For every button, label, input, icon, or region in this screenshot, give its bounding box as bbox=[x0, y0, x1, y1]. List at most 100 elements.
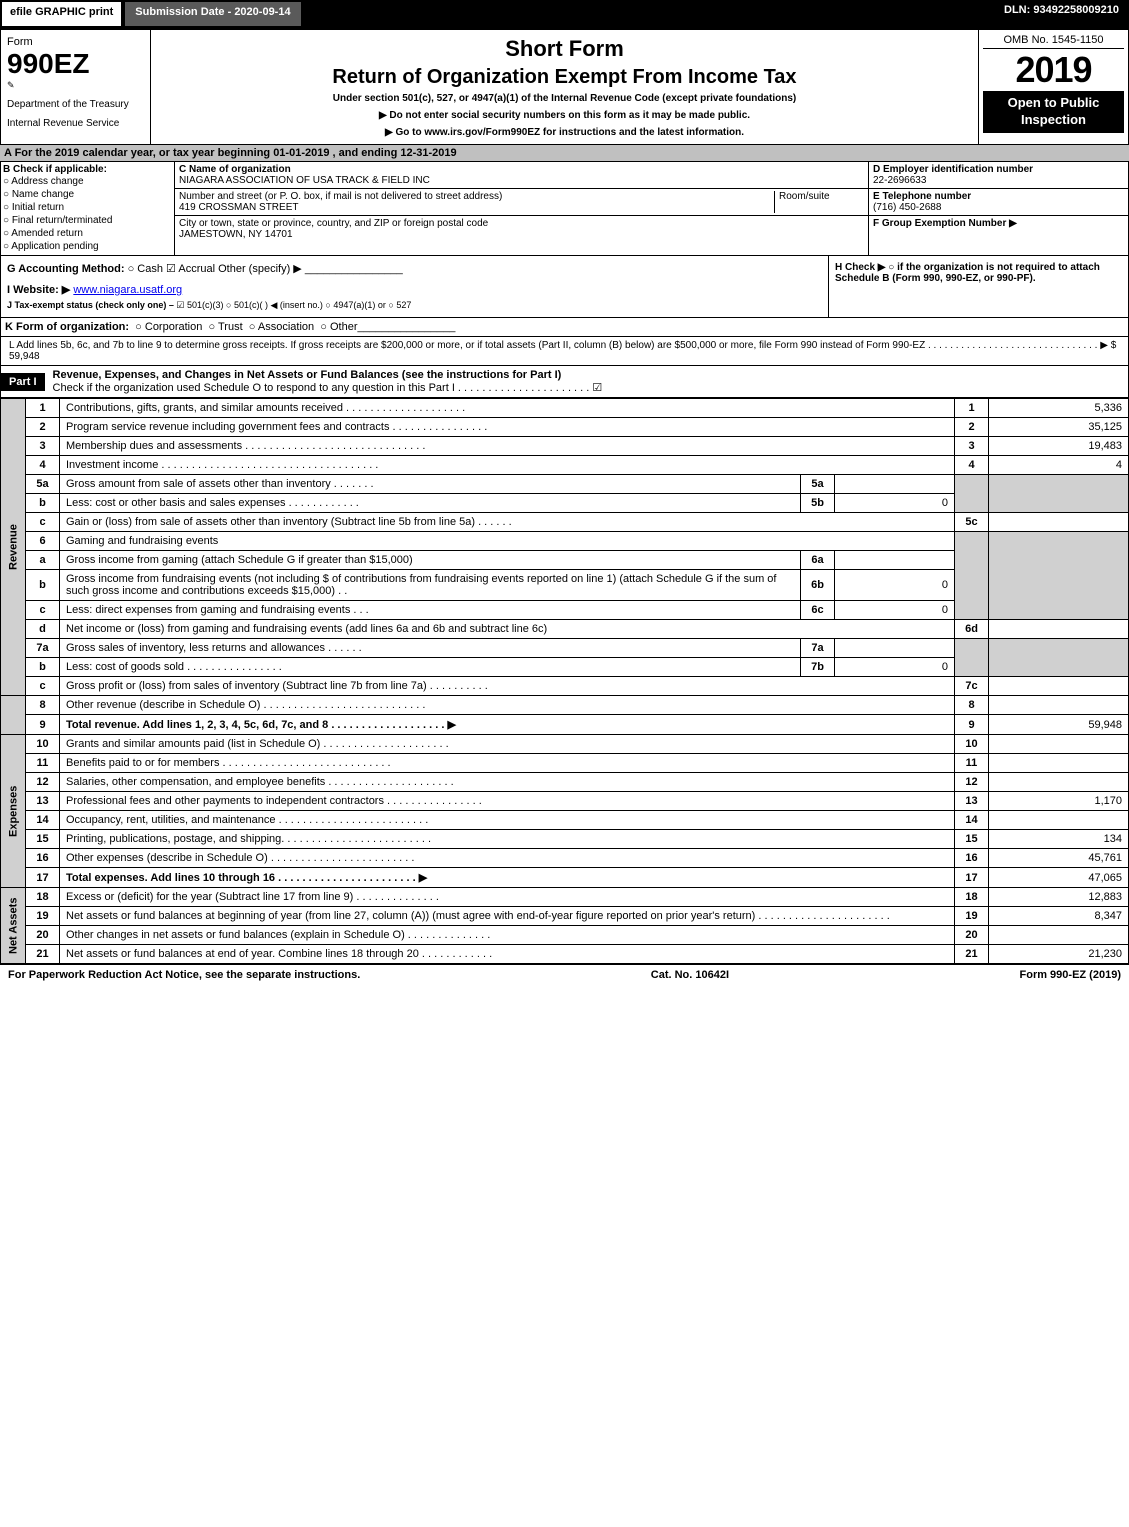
line-8-desc: Other revenue (describe in Schedule O) .… bbox=[60, 696, 955, 715]
line-6b-sub: 0 bbox=[835, 570, 955, 601]
line-5a-desc: Gross amount from sale of assets other t… bbox=[60, 475, 801, 494]
line-19-desc: Net assets or fund balances at beginning… bbox=[60, 907, 955, 926]
chk-corporation[interactable]: Corporation bbox=[135, 321, 202, 333]
chk-other[interactable]: Other bbox=[320, 321, 357, 333]
section-k: K Form of organization: Corporation Trus… bbox=[0, 318, 1129, 337]
chk-initial-return[interactable]: Initial return bbox=[3, 201, 172, 214]
ein: 22-2696633 bbox=[873, 175, 926, 186]
k-label: K Form of organization: bbox=[5, 321, 129, 333]
omb-number: OMB No. 1545-1150 bbox=[983, 34, 1124, 49]
line-15-amount: 134 bbox=[989, 830, 1129, 849]
line-1-num: 1 bbox=[26, 399, 60, 418]
line-7c-desc: Gross profit or (loss) from sales of inv… bbox=[60, 677, 955, 696]
line-18-desc: Excess or (deficit) for the year (Subtra… bbox=[60, 888, 955, 907]
footer-left: For Paperwork Reduction Act Notice, see … bbox=[8, 969, 360, 981]
line-1-amount: 5,336 bbox=[989, 399, 1129, 418]
j-label: J Tax-exempt status (check only one) – bbox=[7, 300, 174, 310]
b-label: B Check if applicable: bbox=[3, 164, 172, 175]
line-7a-desc: Gross sales of inventory, less returns a… bbox=[60, 639, 801, 658]
line-13-desc: Professional fees and other payments to … bbox=[60, 792, 955, 811]
g-label: G Accounting Method: bbox=[7, 263, 125, 275]
website-link[interactable]: www.niagara.usatf.org bbox=[73, 284, 182, 296]
line-8-amount bbox=[989, 696, 1129, 715]
footer-center: Cat. No. 10642I bbox=[651, 969, 729, 981]
line-15-desc: Printing, publications, postage, and shi… bbox=[60, 830, 955, 849]
short-form-title: Short Form bbox=[157, 36, 972, 62]
line-7a-sub bbox=[835, 639, 955, 658]
chk-accrual[interactable]: Accrual bbox=[166, 263, 215, 275]
form-header: Form 990EZ ✎ Department of the Treasury … bbox=[0, 28, 1129, 145]
return-title: Return of Organization Exempt From Incom… bbox=[157, 66, 972, 89]
form-word: Form bbox=[7, 36, 144, 48]
line-5c-amount bbox=[989, 513, 1129, 532]
line-21-desc: Net assets or fund balances at end of ye… bbox=[60, 945, 955, 964]
chk-application-pending[interactable]: Application pending bbox=[3, 240, 172, 253]
part1-header: Part I Revenue, Expenses, and Changes in… bbox=[0, 366, 1129, 398]
ssn-warning: ▶ Do not enter social security numbers o… bbox=[157, 110, 972, 121]
line-6d-amount bbox=[989, 620, 1129, 639]
c-street-label: Number and street (or P. O. box, if mail… bbox=[179, 191, 502, 202]
expenses-side-label: Expenses bbox=[1, 735, 26, 888]
part1-label: Part I bbox=[1, 373, 45, 391]
line-17-amount: 47,065 bbox=[989, 868, 1129, 888]
section-ghij: G Accounting Method: Cash Accrual Other … bbox=[0, 256, 1129, 318]
efile-label: efile GRAPHIC print bbox=[0, 0, 123, 28]
line-6a-desc: Gross income from gaming (attach Schedul… bbox=[60, 551, 801, 570]
org-street: 419 CROSSMAN STREET bbox=[179, 202, 298, 213]
chk-501c[interactable]: 501(c)( ) ◀ (insert no.) bbox=[226, 300, 323, 310]
chk-4947[interactable]: 4947(a)(1) or bbox=[325, 300, 385, 310]
section-abcdef: B Check if applicable: Address change Na… bbox=[0, 162, 1129, 256]
dln-label: DLN: 93492258009210 bbox=[994, 0, 1129, 28]
line-9-desc: Total revenue. Add lines 1, 2, 3, 4, 5c,… bbox=[60, 715, 955, 735]
line-5b-desc: Less: cost or other basis and sales expe… bbox=[60, 494, 801, 513]
line-3-desc: Membership dues and assessments . . . . … bbox=[60, 437, 955, 456]
line-17-desc: Total expenses. Add lines 10 through 16 … bbox=[60, 868, 955, 888]
line-4-desc: Investment income . . . . . . . . . . . … bbox=[60, 456, 955, 475]
page-footer: For Paperwork Reduction Act Notice, see … bbox=[0, 964, 1129, 985]
line-13-amount: 1,170 bbox=[989, 792, 1129, 811]
line-3-amount: 19,483 bbox=[989, 437, 1129, 456]
h-label: H Check ▶ ○ if the organization is not r… bbox=[835, 262, 1100, 284]
line-6a-sub bbox=[835, 551, 955, 570]
line-18-amount: 12,883 bbox=[989, 888, 1129, 907]
chk-final-return[interactable]: Final return/terminated bbox=[3, 214, 172, 227]
chk-address-change[interactable]: Address change bbox=[3, 175, 172, 188]
part1-title: Revenue, Expenses, and Changes in Net As… bbox=[53, 369, 562, 381]
line-6c-sub: 0 bbox=[835, 601, 955, 620]
footer-right: Form 990-EZ (2019) bbox=[1020, 969, 1121, 981]
goto-link[interactable]: ▶ Go to www.irs.gov/Form990EZ for instru… bbox=[157, 127, 972, 138]
line-5b-sub: 0 bbox=[835, 494, 955, 513]
d-label: D Employer identification number bbox=[873, 164, 1033, 175]
c-name-label: C Name of organization bbox=[179, 164, 291, 175]
chk-amended-return[interactable]: Amended return bbox=[3, 227, 172, 240]
chk-association[interactable]: Association bbox=[249, 321, 314, 333]
line-6c-desc: Less: direct expenses from gaming and fu… bbox=[60, 601, 801, 620]
line-2-desc: Program service revenue including govern… bbox=[60, 418, 955, 437]
line-10-amount bbox=[989, 735, 1129, 754]
room-suite-label: Room/suite bbox=[779, 191, 830, 202]
line-20-desc: Other changes in net assets or fund bala… bbox=[60, 926, 955, 945]
line-1-desc: Contributions, gifts, grants, and simila… bbox=[60, 399, 955, 418]
section-b: B Check if applicable: Address change Na… bbox=[1, 162, 175, 255]
chk-trust[interactable]: Trust bbox=[208, 321, 242, 333]
form-number: 990EZ bbox=[7, 48, 144, 80]
section-a-taxyear: A For the 2019 calendar year, or tax yea… bbox=[0, 145, 1129, 162]
line-14-desc: Occupancy, rent, utilities, and maintena… bbox=[60, 811, 955, 830]
line-19-amount: 8,347 bbox=[989, 907, 1129, 926]
org-city: JAMESTOWN, NY 14701 bbox=[179, 229, 293, 240]
line-21-amount: 21,230 bbox=[989, 945, 1129, 964]
chk-501c3[interactable]: 501(c)(3) bbox=[176, 300, 223, 310]
line-7b-desc: Less: cost of goods sold . . . . . . . .… bbox=[60, 658, 801, 677]
chk-cash[interactable]: Cash bbox=[128, 263, 163, 275]
under-section: Under section 501(c), 527, or 4947(a)(1)… bbox=[157, 93, 972, 104]
line-6b-desc: Gross income from fundraising events (no… bbox=[60, 570, 801, 601]
line-16-amount: 45,761 bbox=[989, 849, 1129, 868]
chk-527[interactable]: 527 bbox=[388, 300, 411, 310]
line-10-desc: Grants and similar amounts paid (list in… bbox=[60, 735, 955, 754]
chk-name-change[interactable]: Name change bbox=[3, 188, 172, 201]
g-other[interactable]: Other (specify) ▶ bbox=[218, 263, 302, 275]
line-5c-desc: Gain or (loss) from sale of assets other… bbox=[60, 513, 955, 532]
i-label: I Website: ▶ bbox=[7, 284, 70, 296]
f-label: F Group Exemption Number ▶ bbox=[873, 218, 1017, 229]
submission-date: Submission Date - 2020-09-14 bbox=[123, 0, 302, 28]
